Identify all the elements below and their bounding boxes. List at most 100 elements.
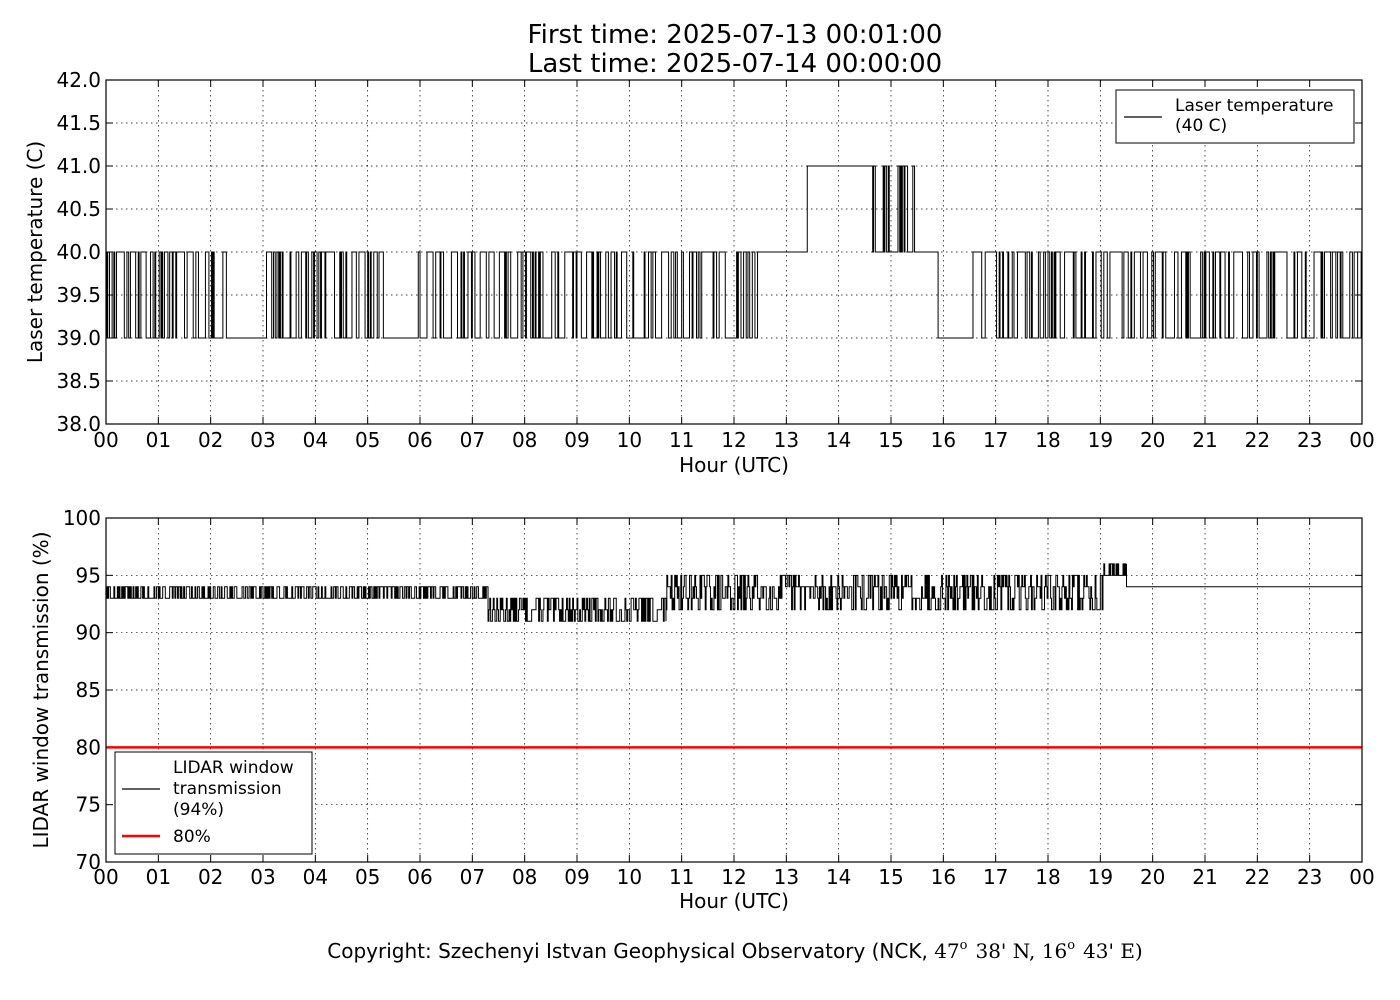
x-tick-label: 09 [564, 865, 589, 889]
x-tick-label: 21 [1192, 865, 1217, 889]
x-tick-label: 00 [93, 428, 118, 452]
plot-frame [105, 517, 1363, 863]
x-tick-label: 02 [198, 428, 223, 452]
series-lines [106, 165, 1363, 339]
x-tick-label: 06 [407, 865, 432, 889]
legend-label-laser-line2: (40 C) [1175, 116, 1227, 136]
y-tick-label: 39.5 [56, 283, 101, 307]
chart-title-line1: First time: 2025-07-13 00:01:00 [528, 20, 943, 50]
x-tick-label: 05 [355, 865, 380, 889]
x-tick-label: 06 [407, 428, 432, 452]
x-tick-label: 00 [1349, 865, 1374, 889]
x-tick-label: 12 [721, 428, 746, 452]
legend-label-lidar-line1: LIDAR window [173, 758, 294, 778]
copyright-text: Copyright: Szechenyi Istvan Geophysical … [327, 938, 1142, 963]
copyright-prefix: Copyright: Szechenyi Istvan Geophysical … [327, 939, 934, 963]
y-tick-label: 85 [76, 678, 101, 702]
x-tick-label: 22 [1245, 865, 1270, 889]
series-line-0 [106, 165, 1363, 339]
y-tick-label: 39.0 [56, 326, 101, 350]
x-tick-label: 17 [983, 865, 1008, 889]
x-tick-label: 05 [355, 428, 380, 452]
y-axis-label: LIDAR window transmission (%) [29, 532, 53, 849]
x-tick-label: 13 [774, 865, 799, 889]
y-axis-label: Laser temperature (C) [23, 141, 47, 363]
x-tick-label: 14 [826, 428, 851, 452]
x-tick-label: 01 [146, 428, 171, 452]
x-tick-label: 19 [1088, 428, 1113, 452]
latitude-degrees: 47 [934, 939, 959, 963]
x-axis-label: Hour (UTC) [679, 453, 789, 477]
y-tick-label: 75 [76, 793, 101, 817]
x-axis-label: Hour (UTC) [679, 889, 789, 913]
y-tick-label: 90 [76, 621, 101, 645]
x-tick-label: 12 [721, 865, 746, 889]
x-tick-label: 15 [878, 428, 903, 452]
x-tick-label: 23 [1297, 865, 1322, 889]
longitude-minutes: 43' E) [1083, 939, 1143, 963]
y-tick-label: 80 [76, 735, 101, 759]
latitude-minutes: 38' N, [975, 939, 1041, 963]
x-tick-labels: 00 01 02 03 04 05 06 07 08 09 10 11 12 13 14 15 16 17 18 19… [93, 865, 1374, 889]
series-lines [106, 563, 1362, 749]
plot-frame [105, 79, 1363, 425]
x-tick-label: 17 [983, 428, 1008, 452]
y-tick-label: 41.5 [56, 111, 101, 135]
y-tick-label: 41.0 [56, 154, 101, 178]
x-tick-label: 04 [303, 428, 328, 452]
x-tick-label: 15 [878, 865, 903, 889]
y-tick-label: 40.5 [56, 197, 101, 221]
degree-sign: o [960, 938, 968, 953]
x-tick-label: 16 [931, 428, 956, 452]
legend-label-80pct: 80% [173, 827, 211, 847]
chart-title-line2: Last time: 2025-07-14 00:00:00 [528, 49, 942, 79]
x-tick-label: 16 [931, 865, 956, 889]
legend-label-laser-line1: Laser temperature [1175, 96, 1333, 116]
x-tick-label: 13 [774, 428, 799, 452]
y-tick-label: 38.5 [56, 369, 101, 393]
x-tick-label: 00 [93, 865, 118, 889]
x-tick-label: 10 [617, 428, 642, 452]
lidar-transmission-panel: 00 01 02 03 04 05 06 07 08 09 10 11 12 13 14 15 16 17 18 19… [29, 506, 1375, 913]
x-tick-label: 07 [460, 428, 485, 452]
y-tick-labels: 38.0 38.5 39.0 39.5 40.0 40.5 41.0 41.5 42.0 [56, 68, 101, 436]
y-tick-label: 40.0 [56, 240, 101, 264]
y-tick-label: 38.0 [56, 412, 101, 436]
x-tick-label: 20 [1140, 865, 1165, 889]
longitude-degrees: 16 [1042, 939, 1067, 963]
x-tick-label: 11 [669, 428, 694, 452]
x-tick-label: 04 [303, 865, 328, 889]
laser-temperature-panel: 00 01 02 03 04 05 06 07 08 09 10 11 12 13 14 15 16 17 18 19… [23, 68, 1375, 477]
x-tick-label: 14 [826, 865, 851, 889]
x-tick-label: 01 [146, 865, 171, 889]
x-tick-label: 18 [1035, 865, 1060, 889]
series-line-0 [106, 563, 1362, 622]
y-tick-labels: 70 75 80 85 90 95 100 [63, 506, 101, 874]
x-tick-label: 03 [250, 865, 275, 889]
x-tick-label: 19 [1088, 865, 1113, 889]
legend: LIDAR window transmission (94%) 80% [114, 751, 313, 855]
x-tick-label: 08 [512, 428, 537, 452]
x-tick-label: 22 [1245, 428, 1270, 452]
x-tick-label: 00 [1349, 428, 1374, 452]
x-tick-label: 20 [1140, 428, 1165, 452]
y-tick-label: 100 [63, 506, 101, 530]
degree-sign: o [1067, 938, 1075, 953]
legend-label-lidar-line2: transmission [173, 779, 282, 799]
x-tick-labels: 00 01 02 03 04 05 06 07 08 09 10 11 12 13 14 15 16 17 18 19… [93, 428, 1374, 452]
x-tick-label: 07 [460, 865, 485, 889]
x-tick-label: 03 [250, 428, 275, 452]
x-tick-label: 18 [1035, 428, 1060, 452]
y-tick-label: 95 [76, 563, 101, 587]
x-tick-label: 21 [1192, 428, 1217, 452]
x-tick-label: 02 [198, 865, 223, 889]
x-tick-label: 10 [617, 865, 642, 889]
x-tick-label: 09 [564, 428, 589, 452]
y-tick-label: 42.0 [56, 68, 101, 92]
legend: Laser temperature (40 C) [1115, 89, 1355, 144]
y-tick-label: 70 [76, 850, 101, 874]
x-tick-label: 11 [669, 865, 694, 889]
legend-label-lidar-line3: (94%) [173, 800, 224, 820]
x-tick-label: 08 [512, 865, 537, 889]
